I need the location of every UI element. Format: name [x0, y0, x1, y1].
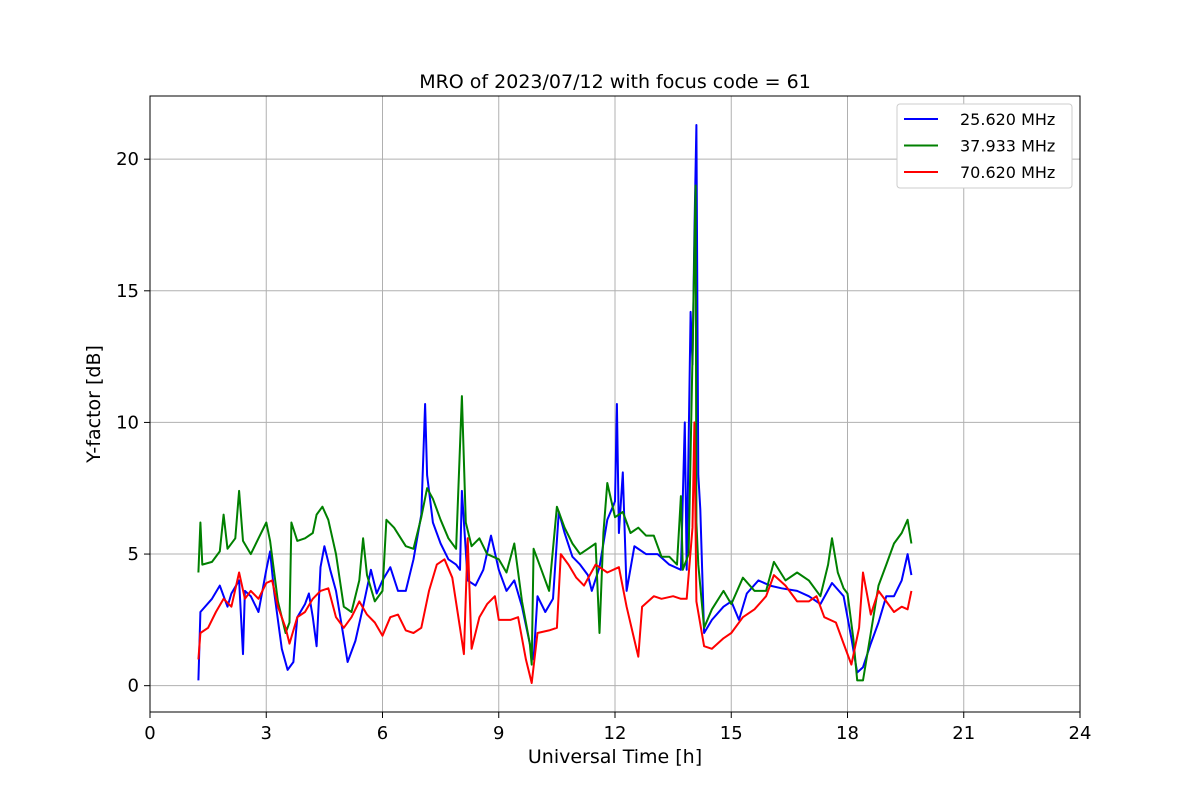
- x-tick-label: 15: [720, 723, 743, 744]
- y-axis-label: Y-factor [dB]: [83, 345, 105, 464]
- y-tick-label: 15: [116, 281, 139, 302]
- legend-box: [896, 103, 1073, 189]
- y-tick-label: 5: [128, 544, 139, 565]
- y-tick-label: 0: [128, 676, 139, 697]
- x-axis-label: Universal Time [h]: [528, 746, 702, 768]
- series-line-3: [197, 421, 913, 684]
- x-tick-label: 3: [261, 723, 272, 744]
- y-tick-label: 20: [116, 149, 139, 170]
- series-lines: [197, 124, 913, 684]
- x-tick-label: 12: [604, 723, 627, 744]
- x-tick-label: 24: [1069, 723, 1092, 744]
- legend-label: 37.933 MHz: [960, 137, 1055, 156]
- series-line-2: [197, 184, 913, 682]
- x-tick-label: 6: [377, 723, 388, 744]
- x-tick-label: 21: [952, 723, 975, 744]
- legend-label: 25.620 MHz: [960, 110, 1055, 129]
- legend: 25.620 MHz 37.933 MHz 70.620 MHz: [896, 103, 1073, 189]
- legend-label: 70.620 MHz: [960, 163, 1055, 182]
- chart-title: MRO of 2023/07/12 with focus code = 61: [419, 71, 811, 93]
- y-tick-label: 10: [116, 412, 139, 433]
- x-tick-label: 9: [493, 723, 504, 744]
- x-tick-label: 18: [836, 723, 859, 744]
- x-tick-label: 0: [144, 723, 155, 744]
- ticks: 0 3 6 9 12 15 18 21 24 0 5 10 15 20: [116, 149, 1091, 744]
